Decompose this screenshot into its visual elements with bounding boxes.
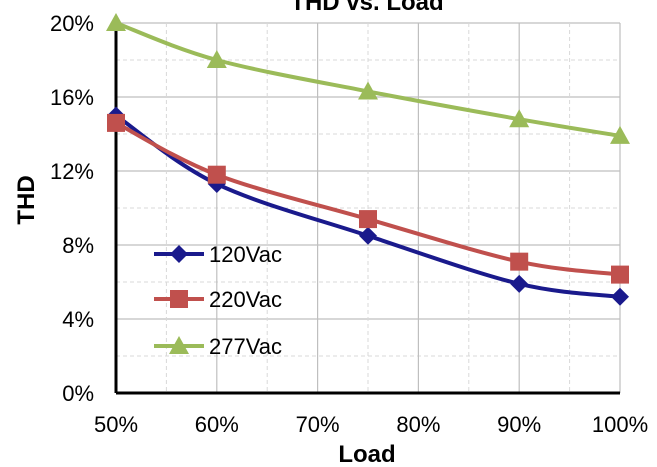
data-point-120vac [359, 226, 377, 245]
legend-item-120vac: 120Vac [154, 242, 282, 267]
y-tick-label: 0% [62, 381, 94, 406]
data-point-277vac [106, 13, 126, 31]
x-tick-label: 90% [497, 412, 541, 437]
chart-title: THD vs. Load [290, 0, 443, 16]
legend-label: 120Vac [209, 242, 282, 267]
legend-label: 220Vac [209, 287, 282, 312]
data-point-120vac [611, 287, 629, 306]
legend-item-220vac: 220Vac [154, 287, 282, 312]
y-tick-label: 20% [50, 11, 94, 36]
data-point-277vac [358, 81, 378, 100]
series-220vac [107, 113, 629, 284]
legend: 120Vac 220Vac 277Vac [154, 242, 282, 359]
y-tick-labels: 0% 4% 8% 12% 16% 20% [50, 11, 94, 406]
y-tick-label: 16% [50, 85, 94, 110]
series-277vac [106, 13, 630, 144]
x-tick-label: 100% [592, 412, 648, 437]
y-axis-title: THD [13, 175, 40, 224]
legend-marker [170, 290, 188, 308]
data-point-277vac [509, 109, 530, 128]
y-tick-label: 8% [62, 233, 94, 258]
data-point-220vac [359, 210, 377, 229]
y-tick-label: 4% [62, 307, 94, 332]
data-point-220vac [510, 252, 529, 271]
data-point-220vac [207, 165, 226, 184]
data-series [106, 13, 630, 306]
x-tick-label: 70% [296, 412, 340, 437]
data-point-120vac [510, 274, 529, 293]
data-point-277vac [610, 125, 630, 144]
data-point-220vac [611, 265, 629, 284]
legend-label: 277Vac [209, 334, 282, 359]
legend-item-277vac: 277Vac [154, 334, 282, 359]
data-point-277vac [206, 50, 227, 68]
x-tick-label: 50% [94, 412, 138, 437]
legend-marker [170, 245, 188, 263]
axes [114, 23, 620, 395]
y-tick-label: 12% [50, 159, 94, 184]
x-tick-labels: 50% 60% 70% 80% 90% 100% [94, 412, 648, 437]
x-tick-label: 80% [396, 412, 440, 437]
x-axis-title: Load [338, 441, 395, 467]
grid-lines [116, 22, 621, 393]
data-point-220vac [107, 113, 125, 132]
x-tick-label: 60% [195, 412, 239, 437]
legend-marker [169, 336, 189, 354]
